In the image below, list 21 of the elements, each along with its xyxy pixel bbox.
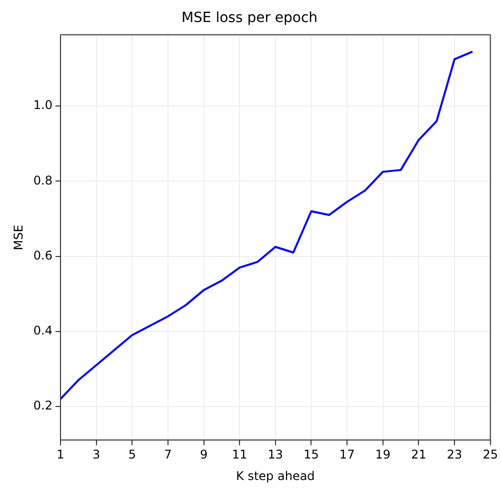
y-tick-label: 0.2 [33, 398, 52, 413]
x-tick-label: 23 [446, 448, 462, 462]
x-tick-label: 25 [482, 448, 498, 462]
x-tick-label: 11 [232, 448, 248, 462]
y-axis-title: MSE [11, 224, 26, 250]
chart-title: MSE loss per epoch [181, 10, 318, 26]
x-axis-title: K step ahead [236, 468, 315, 483]
y-tick-label: 1.0 [33, 98, 52, 112]
x-tick-label: 5 [128, 448, 136, 462]
x-tick-label: 1 [56, 448, 64, 462]
x-tick-label: 7 [164, 448, 172, 462]
x-tick-label: 15 [304, 448, 319, 462]
x-tick-label: 13 [268, 448, 284, 462]
x-tick-label: 21 [411, 448, 426, 462]
x-tick-label: 3 [92, 448, 100, 462]
x-tick-label: 17 [339, 448, 355, 462]
y-tick-label: 0.4 [33, 323, 52, 338]
y-tick-label: 0.6 [33, 248, 52, 262]
x-tick-label: 19 [375, 448, 391, 462]
x-tick-label: 9 [200, 448, 208, 462]
y-tick-label: 0.8 [33, 173, 52, 188]
